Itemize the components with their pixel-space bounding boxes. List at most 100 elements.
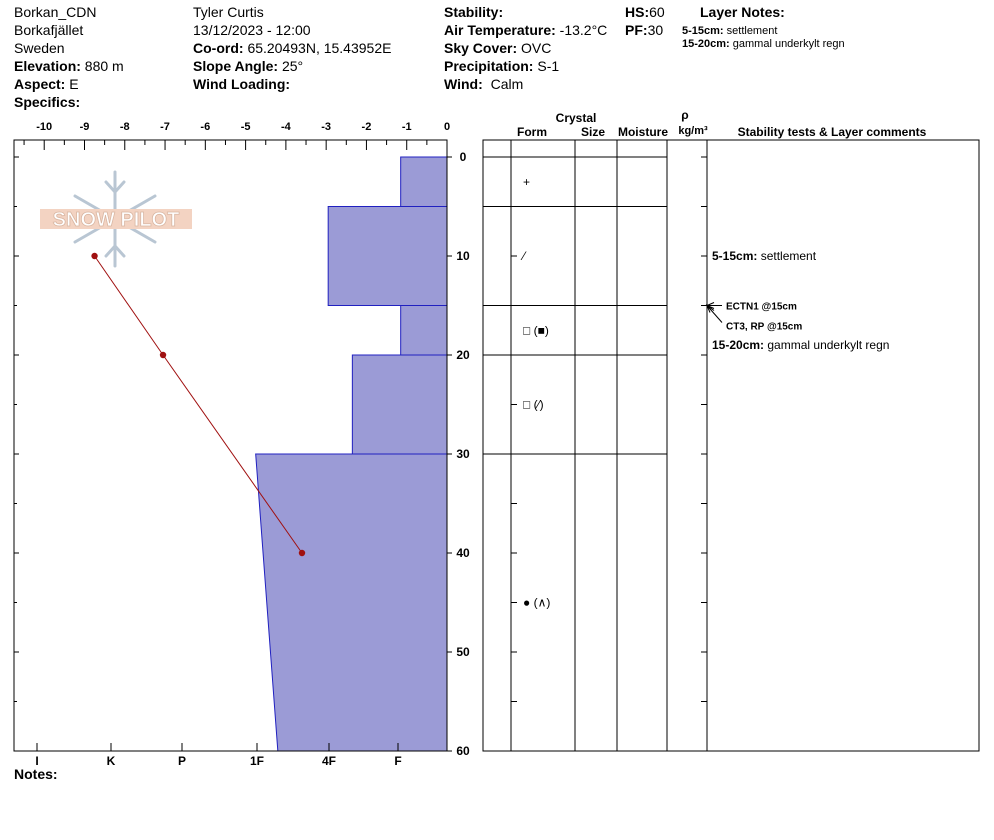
depth-tick-label: 0	[460, 150, 467, 164]
comments-header: Stability tests & Layer comments	[738, 125, 927, 139]
depth-tick-label: 20	[456, 348, 470, 362]
temp-tick-label: -8	[120, 121, 130, 133]
wind-label: Wind:	[444, 76, 483, 92]
rho-header: ρ	[681, 108, 688, 122]
crystal-form-symbol: ⁄	[520, 249, 527, 263]
wind-value: Calm	[490, 76, 524, 92]
country-name: Sweden	[14, 40, 65, 56]
layer-comment: 5-15cm: settlement	[712, 249, 817, 263]
hardness-tick-label: K	[107, 754, 116, 768]
hardness-layer	[400, 305, 448, 356]
layer-note-text: gammal underkylt regn	[732, 38, 845, 50]
coord-value: 65.20493N, 15.43952E	[247, 40, 392, 56]
foot-penetration: PF:30	[625, 21, 663, 39]
moisture-header: Moisture	[618, 125, 668, 139]
hs-value: 60	[649, 4, 665, 20]
hs-label: HS:	[625, 4, 650, 20]
slope-label: Slope Angle:	[193, 58, 279, 74]
observer-name: Tyler Curtis	[193, 4, 264, 20]
layer-comment-range: 15-20cm:	[712, 338, 767, 352]
hardness-tick-label: I	[35, 754, 38, 768]
temperature-point	[91, 252, 98, 260]
temperature-line	[94, 255, 303, 554]
hardness-tick-label: P	[178, 754, 186, 768]
aspect: Aspect: E	[14, 75, 79, 93]
layer-table-frame	[482, 139, 980, 752]
stability-arrow-head	[705, 304, 715, 313]
layer-comment-range: 5-15cm:	[712, 249, 761, 263]
temperature-point	[298, 549, 306, 557]
precipitation: Precipitation: S-1	[444, 57, 559, 75]
slope-value: 25°	[281, 58, 304, 74]
observation-datetime: 13/12/2023 - 12:00	[193, 22, 311, 38]
snowpilot-logo: SNOW PILOT	[40, 170, 192, 268]
size-header: Size	[581, 125, 605, 139]
hardness-tick-label: 4F	[322, 754, 336, 768]
layer-note-range: 15-20cm:	[682, 38, 730, 50]
temp-tick-label: -7	[160, 121, 170, 133]
form-header: Form	[517, 125, 547, 139]
temp-tick-label: 0	[444, 121, 450, 133]
site-name: Borkan_CDN	[14, 4, 97, 20]
layer-comment-text: gammal underkylt regn	[767, 338, 889, 352]
depth-tick-label: 50	[456, 645, 470, 659]
layer-note-range: 5-15cm:	[682, 25, 724, 37]
hardness-layer	[400, 156, 448, 207]
aspect-value: E	[69, 76, 79, 92]
crystal-form-symbol: ● (∧)	[523, 596, 550, 610]
sky-value: OVC	[521, 40, 552, 56]
temp-tick-label: -3	[321, 121, 331, 133]
specifics-label: Specifics:	[14, 94, 81, 110]
elevation: Elevation: 880 m	[14, 57, 124, 75]
precip-value: S-1	[537, 58, 560, 74]
layer-note-text: settlement	[726, 25, 778, 37]
elevation-value: 880 m	[84, 58, 124, 74]
area-name: Borkafjället	[14, 22, 84, 38]
temp-tick-label: -9	[80, 121, 90, 133]
temp-tick-label: -4	[281, 121, 292, 133]
layer-comment: 15-20cm: gammal underkylt regn	[712, 338, 889, 352]
air-temp-label: Air Temperature:	[444, 22, 556, 38]
temp-tick-label: -10	[36, 121, 52, 133]
snow-height: HS:60	[625, 3, 665, 21]
layer-note: 15-20cm: gammal underkylt regn	[682, 37, 845, 51]
notes-label: Notes:	[14, 766, 58, 782]
hardness-layer	[351, 354, 448, 455]
coordinates: Co-ord: 65.20493N, 15.43952E	[193, 39, 391, 57]
profile-frame	[13, 139, 448, 752]
logo-banner	[40, 209, 192, 229]
depth-tick-label: 30	[456, 447, 470, 461]
stability-arrow-line	[706, 305, 723, 323]
temp-tick-label: -6	[200, 121, 210, 133]
hardness-layer	[327, 206, 448, 306]
hardness-layer	[255, 453, 448, 752]
elevation-label: Elevation:	[14, 58, 81, 74]
wind-loading-label: Wind Loading:	[193, 76, 291, 92]
sky-label: Sky Cover:	[444, 40, 518, 56]
temperature-point	[159, 351, 167, 359]
slope-angle: Slope Angle: 25°	[193, 57, 303, 75]
temp-tick-label: -1	[402, 121, 412, 133]
stability-test-label: ECTN1 @15cm	[726, 302, 797, 313]
density-header: kg/m³	[678, 125, 708, 137]
temp-tick-label: -2	[362, 121, 372, 133]
precip-label: Precipitation:	[444, 58, 534, 74]
sky-cover: Sky Cover: OVC	[444, 39, 551, 57]
air-temp-value: -13.2°C	[559, 22, 608, 38]
crystal-form-symbol: □ (⁄)	[523, 398, 544, 412]
stability-test-label: CT3, RP @15cm	[726, 322, 802, 333]
crystal-form-symbol: □ (■)	[523, 323, 549, 337]
hardness-tick-label: 1F	[250, 754, 264, 768]
hardness-tick-label: F	[394, 754, 401, 768]
layer-notes-title: Layer Notes:	[700, 4, 785, 20]
coord-label: Co-ord:	[193, 40, 244, 56]
air-temperature: Air Temperature: -13.2°C	[444, 21, 607, 39]
depth-tick-label: 10	[456, 249, 470, 263]
wind: Wind: Calm	[444, 75, 523, 93]
pf-label: PF:	[625, 22, 648, 38]
layer-comment-text: settlement	[761, 249, 817, 263]
crystal-header: Crystal	[556, 111, 597, 125]
aspect-label: Aspect:	[14, 76, 66, 92]
layer-note: 5-15cm: settlement	[682, 24, 777, 38]
